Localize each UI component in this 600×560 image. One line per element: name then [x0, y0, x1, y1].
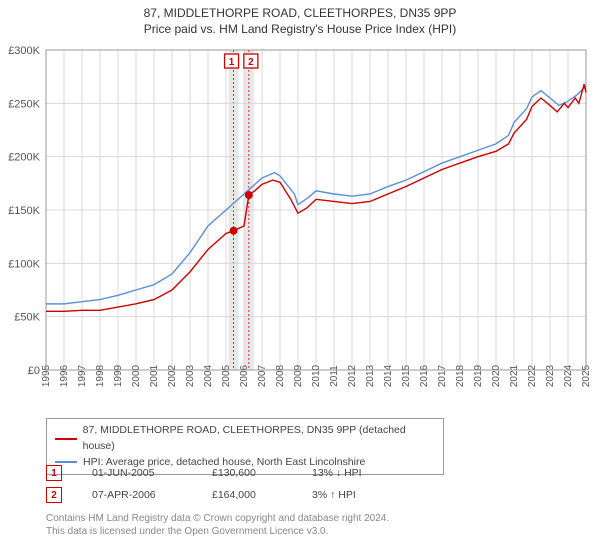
sale-row-2: 2 07-APR-2006 £164,000 3% ↑ HPI [46, 484, 362, 506]
svg-text:2001: 2001 [149, 364, 160, 387]
svg-text:2: 2 [248, 57, 254, 68]
svg-text:2023: 2023 [545, 364, 556, 387]
svg-text:2019: 2019 [473, 364, 484, 387]
footer-line2: This data is licensed under the Open Gov… [46, 525, 389, 538]
sale-price-1: £130,600 [212, 467, 282, 479]
svg-text:2000: 2000 [131, 364, 142, 387]
svg-text:2012: 2012 [347, 364, 358, 387]
sale-delta-2: 3% ↑ HPI [312, 489, 356, 501]
footer-line1: Contains HM Land Registry data © Crown c… [46, 512, 389, 525]
svg-text:2017: 2017 [437, 364, 448, 387]
sale-date-2: 07-APR-2006 [92, 489, 182, 501]
sale-marker-2: 2 [46, 487, 62, 503]
svg-text:2008: 2008 [275, 364, 286, 387]
sale-row-1: 1 01-JUN-2005 £130,600 13% ↓ HPI [46, 462, 362, 484]
sale-delta-1: 13% ↓ HPI [312, 467, 362, 479]
svg-text:2007: 2007 [257, 364, 268, 387]
svg-text:2024: 2024 [563, 364, 574, 387]
sales-table: 1 01-JUN-2005 £130,600 13% ↓ HPI 2 07-AP… [46, 462, 362, 506]
svg-text:£100K: £100K [8, 258, 40, 270]
svg-text:2002: 2002 [167, 364, 178, 387]
svg-text:1996: 1996 [59, 364, 70, 387]
svg-text:£50K: £50K [14, 312, 40, 324]
svg-text:2003: 2003 [185, 364, 196, 387]
svg-text:2022: 2022 [527, 364, 538, 387]
footer: Contains HM Land Registry data © Crown c… [46, 512, 389, 538]
svg-text:£150K: £150K [8, 205, 40, 217]
svg-text:2011: 2011 [329, 365, 340, 387]
svg-text:2006: 2006 [239, 364, 250, 387]
svg-text:1999: 1999 [113, 364, 124, 387]
title-subtitle: Price paid vs. HM Land Registry's House … [0, 22, 600, 36]
svg-text:£200K: £200K [8, 152, 40, 164]
svg-text:2016: 2016 [419, 364, 430, 387]
svg-text:2018: 2018 [455, 364, 466, 387]
svg-text:2009: 2009 [293, 364, 304, 387]
svg-text:2004: 2004 [203, 364, 214, 387]
svg-text:2020: 2020 [491, 364, 502, 387]
chart-svg: £0£50K£100K£150K£200K£250K£300K199519961… [46, 50, 586, 400]
svg-text:2014: 2014 [383, 364, 394, 387]
sale-date-1: 01-JUN-2005 [92, 467, 182, 479]
svg-text:2005: 2005 [221, 364, 232, 387]
svg-text:£0: £0 [28, 365, 40, 377]
svg-text:2015: 2015 [401, 364, 412, 387]
svg-text:1: 1 [229, 57, 235, 68]
svg-text:£300K: £300K [8, 45, 40, 57]
chart-titles: 87, MIDDLETHORPE ROAD, CLEETHORPES, DN35… [0, 0, 600, 36]
legend-swatch-property [55, 438, 77, 440]
legend-row-property: 87, MIDDLETHORPE ROAD, CLEETHORPES, DN35… [55, 423, 435, 455]
svg-text:2021: 2021 [509, 364, 520, 387]
title-address: 87, MIDDLETHORPE ROAD, CLEETHORPES, DN35… [0, 6, 600, 20]
svg-text:1997: 1997 [77, 364, 88, 387]
svg-text:2013: 2013 [365, 364, 376, 387]
svg-text:£250K: £250K [8, 98, 40, 110]
svg-text:1998: 1998 [95, 364, 106, 387]
chart: £0£50K£100K£150K£200K£250K£300K199519961… [46, 50, 586, 400]
sale-price-2: £164,000 [212, 489, 282, 501]
sale-marker-1: 1 [46, 465, 62, 481]
legend-label-property: 87, MIDDLETHORPE ROAD, CLEETHORPES, DN35… [83, 423, 435, 455]
svg-text:2010: 2010 [311, 364, 322, 387]
